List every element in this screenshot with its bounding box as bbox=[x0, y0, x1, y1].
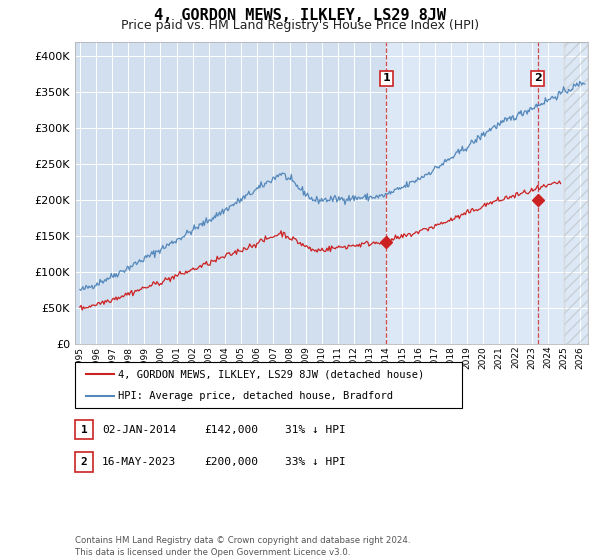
Text: 31% ↓ HPI: 31% ↓ HPI bbox=[285, 424, 346, 435]
Bar bbox=[75, 42, 386, 344]
Text: 2: 2 bbox=[80, 457, 88, 467]
Text: 2: 2 bbox=[533, 73, 541, 83]
Text: 4, GORDON MEWS, ILKLEY, LS29 8JW: 4, GORDON MEWS, ILKLEY, LS29 8JW bbox=[154, 8, 446, 23]
Text: Contains HM Land Registry data © Crown copyright and database right 2024.
This d: Contains HM Land Registry data © Crown c… bbox=[75, 536, 410, 557]
Text: 02-JAN-2014: 02-JAN-2014 bbox=[102, 424, 176, 435]
Text: 4, GORDON MEWS, ILKLEY, LS29 8JW (detached house): 4, GORDON MEWS, ILKLEY, LS29 8JW (detach… bbox=[118, 369, 424, 379]
Text: £142,000: £142,000 bbox=[204, 424, 258, 435]
Text: Price paid vs. HM Land Registry's House Price Index (HPI): Price paid vs. HM Land Registry's House … bbox=[121, 18, 479, 32]
Text: 16-MAY-2023: 16-MAY-2023 bbox=[102, 457, 176, 467]
Text: 1: 1 bbox=[382, 73, 390, 83]
Text: 1: 1 bbox=[80, 424, 88, 435]
Bar bbox=[564, 42, 588, 344]
Text: £200,000: £200,000 bbox=[204, 457, 258, 467]
Text: HPI: Average price, detached house, Bradford: HPI: Average price, detached house, Brad… bbox=[118, 391, 393, 401]
Text: 33% ↓ HPI: 33% ↓ HPI bbox=[285, 457, 346, 467]
